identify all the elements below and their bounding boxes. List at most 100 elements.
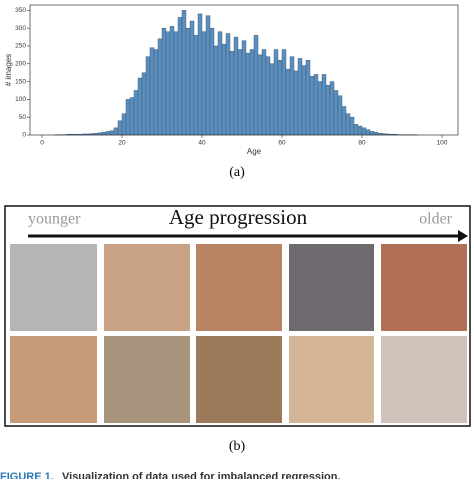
bar: [154, 50, 158, 135]
bar: [258, 55, 262, 135]
x-axis-label: Age: [247, 147, 262, 156]
face-image: [104, 336, 190, 423]
bar: [362, 128, 366, 135]
bar: [266, 57, 270, 135]
y-tick-label: 0: [22, 132, 26, 139]
bar: [230, 51, 234, 135]
bar: [118, 121, 122, 135]
bar: [218, 32, 222, 135]
bar: [338, 96, 342, 135]
bar: [214, 46, 218, 135]
face-image: [10, 244, 97, 331]
bar: [330, 82, 334, 135]
bar: [174, 32, 178, 135]
bar: [322, 74, 326, 135]
bar: [314, 74, 318, 135]
bar: [126, 99, 130, 135]
y-tick-label: 200: [15, 60, 26, 67]
bar: [162, 28, 166, 135]
y-tick-label: 150: [15, 78, 26, 85]
bar: [298, 58, 302, 135]
bar: [366, 130, 370, 135]
bar: [370, 131, 374, 135]
bar: [110, 131, 114, 135]
bar: [250, 50, 254, 135]
face-image: [196, 244, 282, 331]
bar: [182, 10, 186, 135]
arrow-head: [458, 230, 468, 242]
bar: [246, 53, 250, 135]
bar: [334, 90, 338, 135]
start-label: younger: [28, 211, 81, 228]
bar: [358, 126, 362, 135]
y-tick-label: 50: [19, 114, 27, 121]
bar: [350, 117, 354, 135]
bar: [210, 28, 214, 135]
bar: [274, 50, 278, 135]
bar: [150, 48, 154, 135]
bar: [294, 71, 298, 135]
bar: [102, 132, 106, 135]
face-image: [289, 244, 374, 331]
bar: [222, 44, 226, 135]
bar: [346, 114, 350, 135]
bar: [326, 85, 330, 135]
bar: [122, 114, 126, 135]
x-tick-label: 0: [40, 140, 44, 147]
bar: [134, 90, 138, 135]
bar: [194, 35, 198, 135]
bar: [226, 33, 230, 135]
bar: [238, 50, 242, 135]
bar: [262, 50, 266, 135]
bar: [166, 32, 170, 135]
bar: [142, 73, 146, 135]
face-image: [10, 336, 97, 423]
x-tick-label: 80: [358, 140, 366, 147]
bar: [282, 50, 286, 135]
bar: [342, 107, 346, 135]
bar: [374, 132, 378, 135]
face-image: [289, 336, 374, 423]
bar: [202, 32, 206, 135]
bar: [158, 39, 162, 135]
progression-title: Age progression: [169, 205, 308, 229]
x-tick-label: 40: [198, 140, 206, 147]
panel-label: (b): [229, 439, 246, 454]
caption-label: FIGURE 1.: [0, 471, 54, 479]
bar: [302, 66, 306, 135]
bar: [178, 17, 182, 135]
bar: [286, 69, 290, 135]
bar: [146, 57, 150, 135]
bar: [354, 124, 358, 135]
bar: [242, 41, 246, 135]
bar: [198, 14, 202, 135]
bar: [190, 21, 194, 135]
bar: [130, 98, 134, 135]
y-tick-label: 350: [15, 7, 26, 14]
bar: [290, 57, 294, 135]
bar: [106, 131, 110, 135]
y-tick-label: 100: [15, 96, 26, 103]
face-image: [196, 336, 282, 423]
bar: [318, 82, 322, 135]
bar: [310, 76, 314, 135]
x-tick-label: 20: [118, 140, 126, 147]
x-tick-label: 100: [437, 140, 448, 147]
faces: [10, 244, 467, 423]
bar: [114, 128, 118, 135]
bar: [278, 60, 282, 135]
face-image: [381, 244, 467, 331]
face-image: [381, 336, 467, 423]
caption-text: Visualization of data used for imbalance…: [62, 471, 341, 479]
y-tick-label: 300: [15, 25, 26, 32]
bar: [186, 28, 190, 135]
bar: [234, 37, 238, 135]
bar: [170, 26, 174, 135]
y-tick-label: 250: [15, 43, 26, 50]
y-axis-label: # images: [4, 54, 13, 86]
bar: [138, 78, 142, 135]
bar: [270, 64, 274, 135]
